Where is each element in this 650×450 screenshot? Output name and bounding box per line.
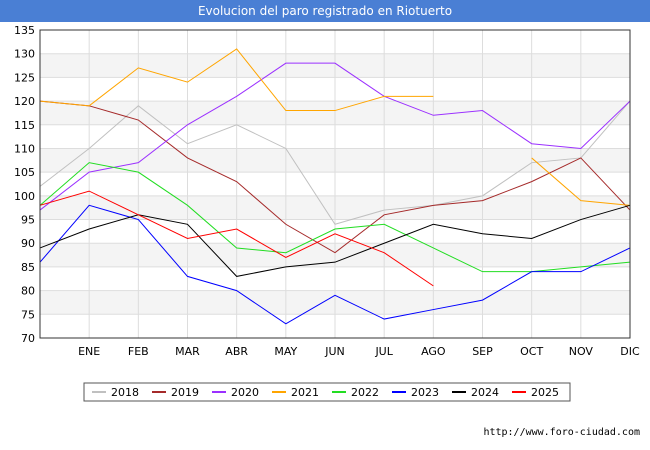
x-tick-label: MAR [175, 345, 200, 358]
plot-frame [39, 29, 631, 339]
legend-label-2023: 2023 [411, 386, 439, 399]
legend-label-2025: 2025 [531, 386, 559, 399]
y-tick-label: 70 [21, 332, 35, 345]
legend: 2018 2019 2020 2021 2022 2023 2024 2025 [83, 382, 571, 402]
series-line-2018 [39, 100, 631, 225]
x-axis-ticks: ENE FEB MAR ABR MAY JUN JUL AGO SEP OCT NOV DIC [78, 345, 640, 358]
y-tick-label: 85 [21, 261, 35, 274]
footer-url: http://www.foro-ciudad.com [483, 427, 640, 438]
y-tick-label: 120 [14, 95, 35, 108]
series-lines [39, 48, 631, 325]
legend-label-2019: 2019 [171, 386, 199, 399]
x-tick-label: NOV [569, 345, 594, 358]
y-tick-label: 95 [21, 214, 35, 227]
y-tick-label: 80 [21, 285, 35, 298]
legend-box [83, 382, 571, 402]
x-tick-label: ENE [78, 345, 100, 358]
series-line-2025 [39, 190, 434, 287]
series-line-2020 [39, 62, 631, 211]
chart-title: Evolucion del paro registrado en Riotuer… [0, 0, 650, 22]
series-line-2021 [39, 48, 434, 112]
legend-label-2024: 2024 [471, 386, 499, 399]
legend-label-2021: 2021 [291, 386, 319, 399]
x-tick-label: FEB [128, 345, 149, 358]
y-axis-ticks: 70 75 80 85 90 95 100 105 110 115 120 125 130 135 [14, 24, 35, 345]
y-tick-label: 115 [14, 119, 35, 132]
x-tick-label: AGO [421, 345, 446, 358]
x-tick-label: SEP [472, 345, 493, 358]
x-tick-label: OCT [520, 345, 543, 358]
series-line-2021 [531, 157, 631, 206]
x-tick-label: JUN [324, 345, 345, 358]
x-tick-label: JUL [374, 345, 393, 358]
y-tick-label: 110 [14, 142, 35, 155]
series-line-2019 [39, 100, 631, 254]
legend-label-2022: 2022 [351, 386, 379, 399]
y-tick-label: 100 [14, 190, 35, 203]
y-tick-label: 130 [14, 48, 35, 61]
y-tick-label: 75 [21, 308, 35, 321]
x-tick-label: DIC [620, 345, 640, 358]
y-tick-label: 125 [14, 71, 35, 84]
x-tick-label: MAY [274, 345, 297, 358]
x-tick-label: ABR [225, 345, 248, 358]
legend-label-2018: 2018 [111, 386, 139, 399]
y-tick-label: 135 [14, 24, 35, 37]
series-line-2023 [39, 204, 631, 325]
y-tick-label: 105 [14, 166, 35, 179]
legend-label-2020: 2020 [231, 386, 259, 399]
y-tick-label: 90 [21, 237, 35, 250]
